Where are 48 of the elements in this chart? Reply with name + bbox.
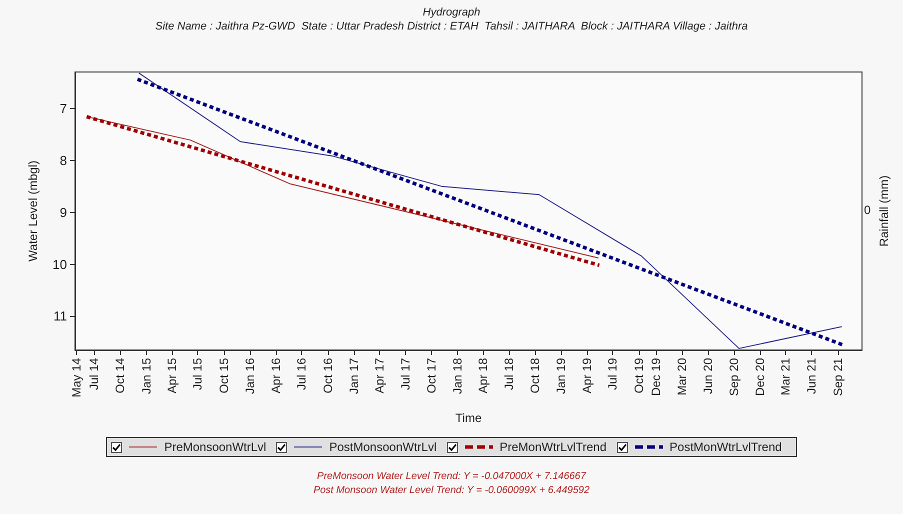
y-tick-label: 9 (60, 204, 67, 220)
y-tick-label: 8 (60, 152, 67, 168)
x-tick-label: Sep 21 (830, 358, 845, 396)
x-tick-label: Jul 18 (502, 358, 516, 390)
legend-label: PostMonsoonWtrLvl (329, 440, 437, 454)
legend-label: PostMonWtrLvlTrend (670, 440, 782, 454)
x-tick-label: Jul 17 (398, 358, 412, 390)
text: 0 (864, 203, 871, 217)
x-tick-label: Dec 20 (753, 358, 768, 396)
x-tick-label: Jul 15 (190, 358, 205, 390)
x-tick-label: Oct 17 (424, 358, 438, 394)
x-tick-label: Sep 20 (727, 358, 742, 396)
x-tick-label: Apr 17 (372, 358, 386, 394)
chart-title: Hydrograph (422, 6, 480, 18)
x-tick-label: Jun 20 (701, 358, 716, 394)
x-tick-label: Apr 19 (580, 358, 594, 394)
text: Post Monsoon Water Level Trend: Y = -0.060099X + 6.449592 (312, 484, 591, 498)
x-tick-label: Oct 19 (632, 358, 646, 394)
x-tick-label: Apr 18 (476, 358, 490, 394)
x-tick-label: Jan 15 (139, 358, 154, 394)
x-tick-label: Jul 19 (606, 358, 620, 390)
x-tick-label: Apr 15 (164, 358, 179, 394)
x-tick-label: Apr 16 (268, 358, 283, 394)
x-tick-label: Jul 14 (87, 358, 102, 390)
chart-subtitle: Site Name : Jaithra Pz-GWD State : Uttar Pradesh District : ETAH Tahsil : JAITHARA Block : JAITHARA Village : Jaithra (155, 20, 748, 32)
x-tick-label: Jan 18 (450, 358, 465, 394)
x-tick-label: Jan 19 (554, 358, 568, 394)
y-tick-label: 11 (54, 308, 67, 324)
x-tick-label: Jan 17 (346, 358, 361, 394)
x-tick-label: Jan 16 (242, 358, 257, 394)
x-tick-label: May 14 (70, 358, 84, 398)
x-tick-label: Jun 21 (804, 358, 819, 394)
x-tick-label: Mar 21 (778, 358, 793, 396)
y-axis-title: Water Level (mbgl) (26, 160, 40, 262)
x-tick-label: Oct 16 (320, 358, 335, 394)
y-tick-label: 7 (60, 100, 67, 116)
legend-label: PreMonWtrLvlTrend (500, 440, 607, 454)
x-tick-label: Jul 16 (294, 358, 309, 390)
legend-label: PreMonsoonWtrLvl (164, 440, 266, 454)
x-tick-label: Oct 14 (113, 358, 128, 394)
x-tick-label: Mar 20 (674, 358, 689, 396)
x-tick-label: Oct 18 (528, 358, 542, 394)
y2-axis-title: Rainfall (mm) (877, 175, 891, 247)
y-tick-label: 10 (52, 256, 67, 272)
text: PreMonsoon Water Level Trend: Y = -0.047000X + 7.146667 (316, 470, 588, 484)
x-tick-label: Oct 15 (216, 358, 231, 394)
x-axis-title: Time (455, 411, 482, 425)
x-tick-label: Dec 19 (649, 358, 664, 396)
